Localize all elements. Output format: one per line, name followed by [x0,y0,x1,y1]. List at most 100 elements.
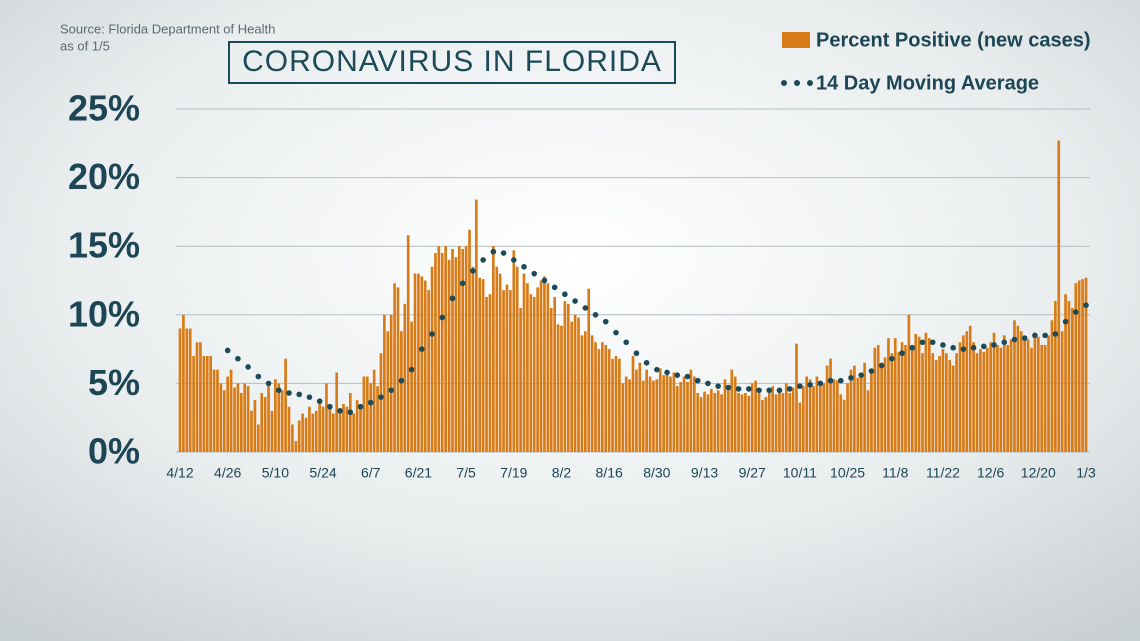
bar [1057,140,1061,452]
average-dot [981,343,987,350]
average-dot [224,347,231,354]
bar [563,301,567,452]
x-tick-label: 8/2 [552,465,572,481]
bar [219,383,223,452]
bar [239,393,243,452]
bar [1040,344,1044,452]
bar [420,276,424,452]
bar [859,372,863,452]
bar [754,380,757,452]
bar [577,317,580,452]
bar [710,388,713,452]
bar [747,395,751,452]
average-dot [940,342,946,348]
average-dot [592,312,599,318]
average-dot [664,369,670,376]
bar [924,332,928,452]
bar [846,383,849,452]
bar [355,399,359,452]
bar [498,273,502,452]
average-dot [255,373,262,380]
bar [488,294,492,452]
bar [985,347,989,452]
average-dot [674,372,681,378]
bar [389,314,393,452]
bar [199,342,202,452]
bar [423,280,427,452]
bar [822,383,826,452]
average-dot [950,344,956,351]
bar [883,357,887,452]
bar [205,355,209,452]
bar [396,287,400,452]
bar [1064,294,1067,452]
bar [526,283,529,452]
bar [941,349,945,452]
bar [815,376,819,452]
bar [447,259,451,452]
bar [601,342,604,452]
bar [1016,325,1020,452]
bar [427,290,430,452]
average-dot [357,403,364,410]
bar [587,288,591,452]
average-dot [633,350,640,357]
average-dot [265,380,272,387]
bar [345,406,349,452]
average-dot [929,339,936,346]
bar [515,266,519,452]
average-dot [827,377,834,384]
bar [352,413,356,452]
bar [1043,344,1047,452]
bar [413,273,417,452]
average-dot [643,360,650,366]
average-dot [909,344,916,351]
bar [982,351,986,452]
x-tick-label: 5/10 [262,465,289,481]
bar [604,344,608,452]
average-dot [735,386,742,392]
average-dot [367,399,374,406]
x-tick-label: 12/20 [1021,465,1056,481]
bar [876,344,880,452]
legend-label: Percent Positive (new cases) [816,29,1091,51]
bar [686,382,689,452]
bar [682,376,686,452]
bar [471,266,475,452]
average-dot [316,398,323,405]
bar [893,338,897,452]
bar [672,372,676,452]
y-tick-label: 0% [88,431,140,472]
bar [812,386,815,452]
bar [880,362,883,452]
bar [975,353,979,452]
average-dot [766,387,773,394]
bar [917,336,921,452]
bar [185,328,189,452]
bar [583,331,587,452]
average-dot [327,403,333,410]
x-tick-label: 6/7 [361,465,381,481]
bar [1071,307,1074,452]
source: Source: Florida Department of Health [60,21,275,36]
average-dot [776,387,783,394]
bar [931,353,935,452]
x-tick-label: 12/6 [977,465,1004,481]
bar [386,331,390,452]
bar [202,355,206,452]
average-dot [510,257,517,263]
bar [287,406,291,452]
bar [468,229,471,452]
bar [890,353,894,452]
bar [454,257,458,452]
bar [512,250,516,452]
average-dot [1083,302,1089,308]
average-dot [459,280,466,287]
x-tick-label: 4/26 [214,465,241,481]
average-dot [1001,339,1008,346]
legend-swatch [782,32,810,48]
bar [825,365,829,452]
average-dot [337,408,343,414]
average-dot [786,386,793,392]
